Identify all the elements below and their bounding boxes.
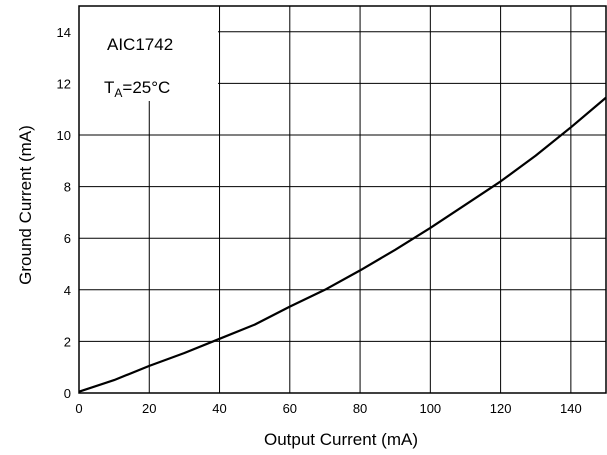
x-tick-labels: 0 20 40 60 80 100 120 140	[75, 401, 581, 416]
part-number-label: AIC1742	[107, 35, 173, 54]
x-tick-label: 0	[75, 401, 82, 416]
x-axis-title: Output Current (mA)	[264, 430, 418, 449]
temperature-value: =25°C	[122, 78, 170, 97]
y-axis-title: Ground Current (mA)	[16, 125, 35, 285]
y-tick-label: 12	[57, 76, 71, 91]
temperature-label: TA=25°C	[104, 78, 170, 100]
y-tick-label: 8	[64, 180, 71, 195]
y-tick-label: 0	[64, 386, 71, 401]
x-tick-label: 120	[490, 401, 512, 416]
plot-frame	[78, 5, 607, 394]
ground-current-line	[78, 96, 607, 393]
y-tick-label: 14	[57, 25, 71, 40]
x-tick-label: 100	[419, 401, 441, 416]
annotation-box	[79, 6, 218, 101]
x-tick-label: 140	[560, 401, 582, 416]
x-tick-label: 40	[212, 401, 226, 416]
series-group	[78, 96, 607, 393]
grid	[79, 6, 606, 393]
y-tick-label: 4	[64, 283, 71, 298]
temperature-prefix: T	[104, 78, 114, 97]
x-tick-label: 20	[142, 401, 156, 416]
y-tick-label: 6	[64, 231, 71, 246]
y-tick-label: 10	[57, 128, 71, 143]
x-tick-label: 80	[353, 401, 367, 416]
y-tick-label: 2	[64, 334, 71, 349]
temperature-subscript: A	[114, 86, 122, 100]
x-tick-label: 60	[283, 401, 297, 416]
y-tick-labels: 0 2 4 6 8 10 12 14	[57, 25, 71, 401]
